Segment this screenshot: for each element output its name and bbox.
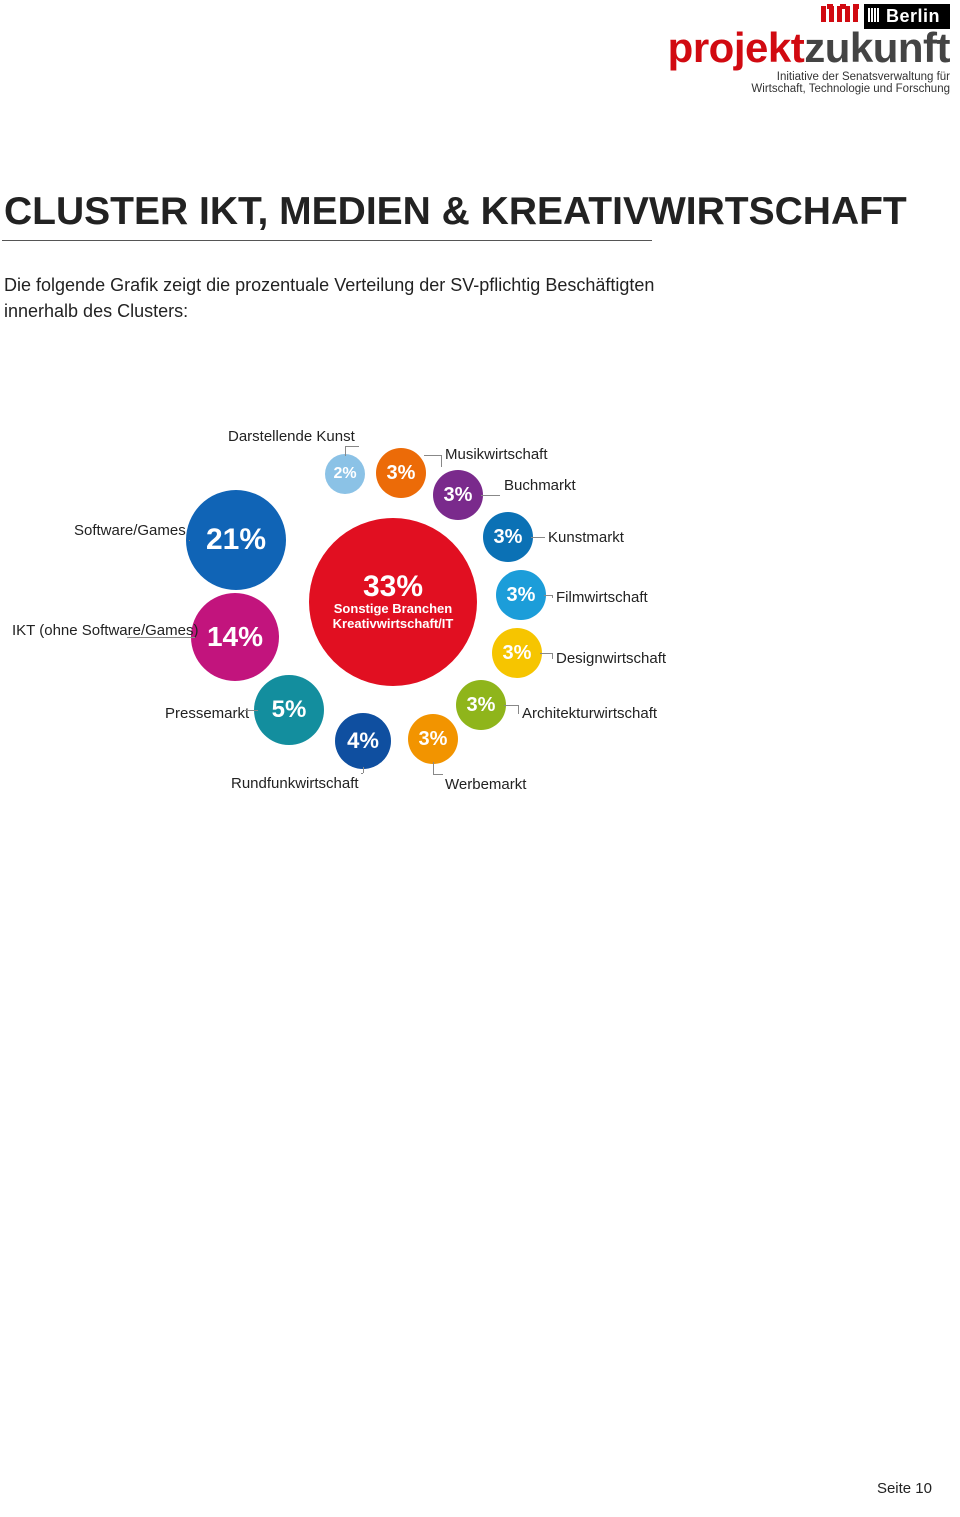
chart-label-presse: Pressemarkt	[165, 705, 249, 722]
chart-label-musik: Musikwirtschaft	[445, 446, 548, 463]
bubble-buch: 3%	[433, 470, 483, 520]
leader-line	[552, 595, 553, 598]
leader-line	[345, 446, 359, 447]
leader-line	[363, 767, 364, 773]
wordmark: projektzukunft	[620, 27, 950, 69]
title-rule	[2, 240, 652, 241]
chart-label-buch: Buchmarkt	[504, 477, 576, 494]
leader-line	[345, 446, 346, 456]
bubble-value: 4%	[347, 730, 379, 752]
bubble-design: 3%	[492, 628, 542, 678]
leader-line	[189, 540, 190, 541]
leader-line	[424, 455, 441, 456]
chart-label-design: Designwirtschaft	[556, 650, 666, 667]
leader-line	[544, 537, 545, 538]
bubble-value: 2%	[333, 466, 356, 482]
leader-line	[127, 637, 195, 638]
chart-label-arch: Architekturwirtschaft	[522, 705, 657, 722]
bubble-musik: 3%	[376, 448, 426, 498]
leader-line	[433, 774, 443, 775]
wordmark-a: projekt	[668, 24, 805, 71]
page-footer: Seite 10	[877, 1480, 932, 1497]
leader-line	[531, 537, 544, 538]
header-logo: Berlin projektzukunft Initiative der Sen…	[620, 4, 950, 95]
leader-line	[544, 595, 552, 596]
leader-line	[481, 495, 500, 496]
wordmark-b: zukunft	[804, 24, 950, 71]
bubble-sub: Sonstige Branchen	[334, 602, 452, 617]
bubble-value: 3%	[467, 695, 496, 715]
bubble-rund: 4%	[335, 713, 391, 769]
intro-text: Die folgende Grafik zeigt die prozentual…	[4, 272, 724, 324]
bubble-center: 33%Sonstige BranchenKreativwirtschaft/IT	[309, 518, 477, 686]
chart-label-rund: Rundfunkwirtschaft	[231, 775, 359, 792]
leader-line	[504, 705, 518, 706]
bubble-value: 21%	[206, 525, 266, 555]
header-subtitle-1: Initiative der Senatsverwaltung für	[620, 71, 950, 83]
bubble-value: 3%	[444, 485, 473, 505]
bubble-value: 3%	[494, 527, 523, 547]
chart-label-sw: Software/Games	[74, 522, 186, 539]
bubble-value: 3%	[419, 729, 448, 749]
bubble-werbe: 3%	[408, 714, 458, 764]
leader-line	[552, 653, 553, 659]
page-title: CLUSTER IKT, MEDIEN & KREATIVWIRTSCHAFT	[4, 190, 907, 234]
bubble-value: 3%	[507, 585, 536, 605]
bubble-value: 3%	[503, 643, 532, 663]
bubble-darst: 2%	[325, 454, 365, 494]
bubble-value: 14%	[207, 623, 263, 651]
bubble-chart: 33%Sonstige BranchenKreativwirtschaft/IT…	[0, 400, 760, 850]
leader-line	[361, 773, 363, 774]
bubble-arch: 3%	[456, 680, 506, 730]
leader-line	[245, 710, 258, 711]
leader-line	[441, 455, 442, 467]
bubble-film: 3%	[496, 570, 546, 620]
header-subtitle-2: Wirtschaft, Technologie und Forschung	[620, 83, 950, 95]
leader-line	[540, 653, 552, 654]
bubble-kunst: 3%	[483, 512, 533, 562]
chart-label-darst: Darstellende Kunst	[228, 428, 355, 445]
leader-line	[433, 762, 434, 774]
bubble-ikt: 14%	[191, 593, 279, 681]
chart-label-film: Filmwirtschaft	[556, 589, 648, 606]
bubble-presse: 5%	[254, 675, 324, 745]
bubble-value: 3%	[387, 463, 416, 483]
bubble-value: 33%	[363, 572, 423, 602]
bubble-sub: Kreativwirtschaft/IT	[333, 617, 454, 632]
bubble-value: 5%	[272, 698, 307, 722]
chart-label-werbe: Werbemarkt	[445, 776, 526, 793]
bubble-sw: 21%	[186, 490, 286, 590]
leader-line	[518, 705, 519, 714]
chart-label-kunst: Kunstmarkt	[548, 529, 624, 546]
